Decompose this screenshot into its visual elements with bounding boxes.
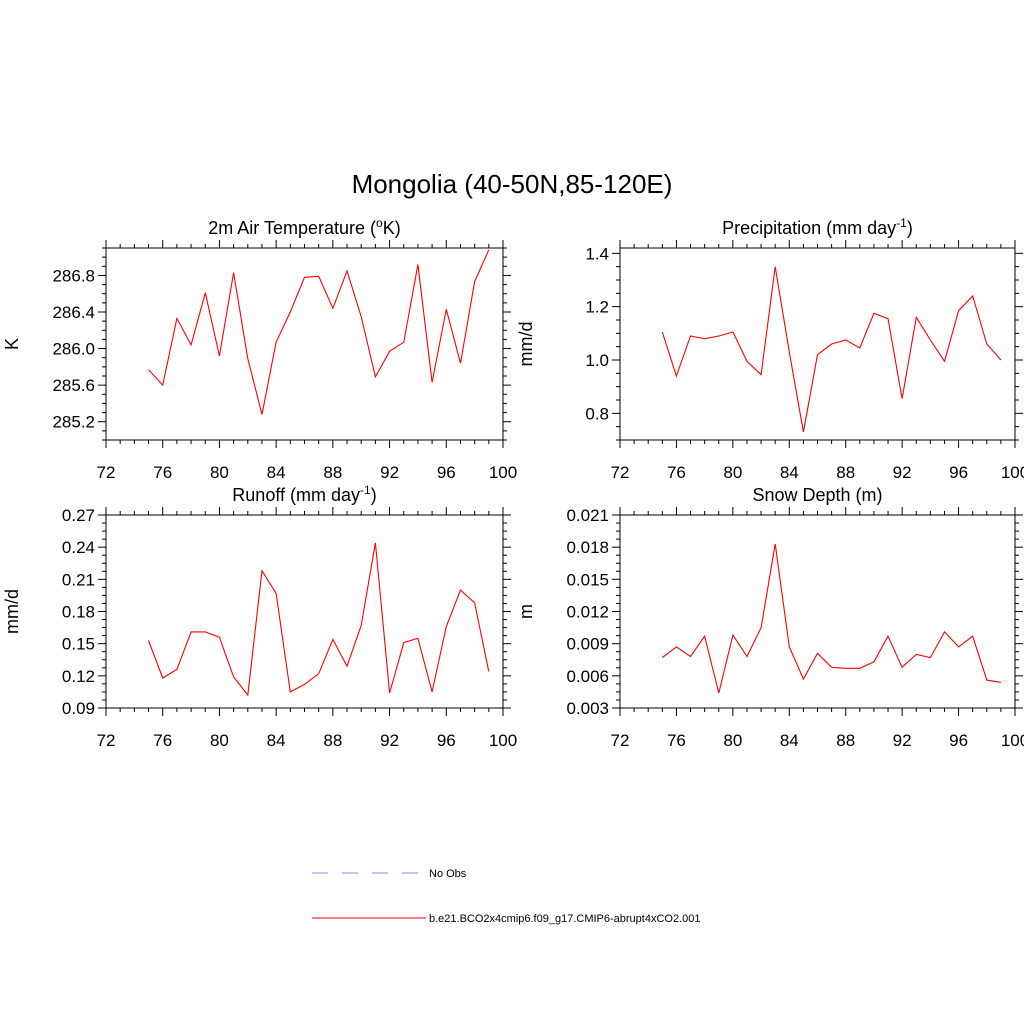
snow-depth-series-line (661, 543, 1001, 694)
temperature-ytick-label: 286.8 (52, 266, 95, 285)
runoff-xtick-label: 100 (489, 731, 517, 750)
temperature-ytick-label: 286.4 (52, 303, 95, 322)
figure-title: Mongolia (40-50N,85-120E) (352, 169, 673, 199)
snow-depth-xtick-label: 96 (949, 731, 968, 750)
precipitation-plot-frame (619, 247, 1016, 441)
snow-depth-xtick-label: 100 (1001, 731, 1024, 750)
temperature-xtick-label: 96 (437, 463, 456, 482)
runoff-ytick-label: 0.27 (62, 506, 95, 525)
runoff-ylabel: mm/d (2, 589, 22, 634)
panel-precipitation: Precipitation (mm day-1) 72 76 80 84 88 92 96 10… (516, 216, 1024, 482)
runoff-xtick-label: 92 (380, 731, 399, 750)
precipitation-title: Precipitation (mm day-1) (722, 216, 913, 238)
precipitation-xtick-label: 76 (667, 463, 686, 482)
legend-model-label: b.e21.BCO2x4cmip6.f09_g17.CMIP6-abrupt4x… (429, 913, 701, 925)
temperature-xtick-label: 88 (323, 463, 342, 482)
runoff-xtick-label: 96 (437, 731, 456, 750)
runoff-xtick-label: 80 (210, 731, 229, 750)
precipitation-series-line (661, 266, 1002, 433)
runoff-plot-frame (105, 514, 504, 709)
runoff-xtick-label: 84 (267, 731, 286, 750)
temperature-ytick-label: 285.6 (52, 376, 95, 395)
temperature-ytick-label: 286.0 (52, 340, 95, 359)
runoff-ytick-label: 0.15 (62, 635, 95, 654)
runoff-series-line (147, 542, 490, 697)
legend: No Obs b.e21.BCO2x4cmip6.f09_g17.CMIP6-a… (312, 868, 701, 925)
runoff-ytick-label: 0.12 (62, 667, 95, 686)
precipitation-xtick-label: 72 (611, 463, 630, 482)
snow-depth-title: Snow Depth (m) (752, 485, 882, 505)
snow-depth-xtick-label: 80 (723, 731, 742, 750)
precipitation-xtick-label: 80 (723, 463, 742, 482)
precipitation-xtick-label: 84 (780, 463, 799, 482)
runoff-xtick-label: 88 (323, 731, 342, 750)
temperature-ytick-label: 285.2 (52, 413, 95, 432)
snow-depth-ytick-label: 0.015 (566, 570, 609, 589)
snow-depth-xtick-label: 72 (611, 731, 630, 750)
runoff-title: Runoff (mm day-1) (232, 483, 376, 505)
panel-snow-depth: Snow Depth (m) 72 76 80 84 88 92 96 100 0.003 0.00… (516, 485, 1024, 750)
precipitation-xtick-label: 88 (836, 463, 855, 482)
temperature-xtick-label: 72 (97, 463, 116, 482)
snow-depth-ytick-label: 0.021 (566, 506, 609, 525)
snow-depth-plot-frame (619, 514, 1016, 709)
snow-depth-ytick-label: 0.018 (566, 538, 609, 557)
temperature-xtick-label: 76 (153, 463, 172, 482)
temperature-series-line (148, 249, 490, 415)
legend-obs-label: No Obs (429, 868, 467, 880)
panel-runoff: Runoff (mm day-1) 72 76 80 84 88 92 96 100 0.09 0.… (2, 483, 517, 750)
panel-temperature: 2m Air Temperature (oK) 72 76 80 84 88 92 96 100… (2, 216, 517, 482)
precipitation-ytick-label: 0.8 (585, 404, 609, 423)
precipitation-xtick-label: 96 (949, 463, 968, 482)
snow-depth-xtick-label: 84 (780, 731, 799, 750)
runoff-xtick-label: 76 (153, 731, 172, 750)
runoff-ytick-label: 0.18 (62, 603, 95, 622)
precipitation-xtick-label: 100 (1001, 463, 1024, 482)
runoff-ytick-label: 0.21 (62, 570, 95, 589)
temperature-xtick-label: 84 (267, 463, 286, 482)
snow-depth-ytick-label: 0.003 (566, 699, 609, 718)
snow-depth-ytick-label: 0.009 (566, 635, 609, 654)
snow-depth-xtick-label: 88 (836, 731, 855, 750)
panels: 2m Air Temperature (oK) 72 76 80 84 88 92 96 100… (2, 216, 1024, 750)
snow-depth-xtick-label: 92 (893, 731, 912, 750)
runoff-ytick-label: 0.24 (62, 538, 95, 557)
temperature-xtick-label: 100 (489, 463, 517, 482)
snow-depth-xtick-label: 76 (667, 731, 686, 750)
precipitation-xtick-label: 92 (893, 463, 912, 482)
precipitation-ytick-label: 1.0 (585, 351, 609, 370)
runoff-xtick-label: 72 (97, 731, 116, 750)
precipitation-ytick-label: 1.4 (585, 244, 609, 263)
snow-depth-ylabel: m (516, 604, 536, 619)
snow-depth-ytick-label: 0.006 (566, 667, 609, 686)
temperature-ylabel: K (2, 338, 22, 350)
temperature-xtick-label: 80 (210, 463, 229, 482)
snow-depth-ytick-label: 0.012 (566, 603, 609, 622)
temperature-title: 2m Air Temperature (oK) (208, 216, 400, 238)
precipitation-ytick-label: 1.2 (585, 298, 609, 317)
precipitation-ylabel: mm/d (516, 322, 536, 367)
runoff-ytick-label: 0.09 (62, 699, 95, 718)
temperature-xtick-label: 92 (380, 463, 399, 482)
